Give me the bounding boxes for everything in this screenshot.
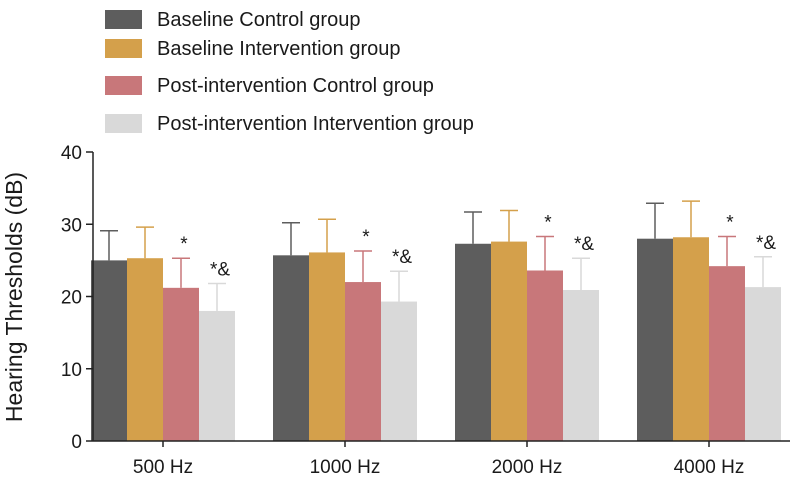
significance-label: *: [362, 227, 370, 248]
bar: [455, 243, 491, 441]
bar: [91, 260, 127, 441]
bar: [637, 238, 673, 441]
significance-label: *: [180, 234, 188, 255]
bar: [345, 282, 381, 441]
bar: [673, 237, 709, 441]
bar: [127, 258, 163, 441]
significance-label: *: [726, 213, 734, 234]
significance-label: *&: [392, 247, 412, 268]
significance-label: *&: [210, 259, 230, 280]
y-tick-label: 20: [61, 288, 82, 309]
bar: [527, 270, 563, 441]
significance-label: *&: [756, 233, 776, 254]
x-tick-label: 500 Hz: [133, 457, 193, 477]
legend-label: Post-intervention Control group: [157, 75, 434, 97]
legend-swatch: [105, 39, 142, 58]
x-tick-label: 4000 Hz: [674, 457, 745, 477]
legend-swatch: [105, 114, 142, 133]
bar: [491, 241, 527, 441]
y-tick-label: 0: [71, 432, 82, 453]
significance-label: *: [544, 213, 552, 234]
bar: [199, 310, 235, 441]
bar: [563, 289, 599, 441]
y-tick-label: 40: [61, 143, 82, 164]
legend-swatch: [105, 76, 142, 95]
x-tick-label: 1000 Hz: [310, 457, 381, 477]
axes: 0 10 20 30 40 500 Hz 1000 Hz 2000 Hz 4000 Hz: [61, 143, 790, 477]
y-tick-label: 10: [61, 360, 82, 381]
y-axis-title: Hearing Thresholds (dB): [1, 172, 27, 422]
legend-label: Post-intervention Intervention group: [157, 113, 474, 135]
legend-swatch: [105, 10, 142, 29]
legend-label: Baseline Intervention group: [157, 38, 401, 60]
significance-label: *&: [574, 234, 594, 255]
bars: * *& * *& * *& * *&: [91, 200, 781, 441]
bar: [745, 287, 781, 441]
x-tick-label: 2000 Hz: [492, 457, 563, 477]
bar: [709, 266, 745, 441]
bar: [309, 252, 345, 441]
y-tick-label: 30: [61, 215, 82, 236]
bar: [381, 301, 417, 441]
legend-label: Baseline Control group: [157, 9, 360, 31]
bar: [163, 287, 199, 441]
bar: [273, 255, 309, 441]
legend: Baseline Control group Baseline Intervent…: [105, 9, 474, 135]
